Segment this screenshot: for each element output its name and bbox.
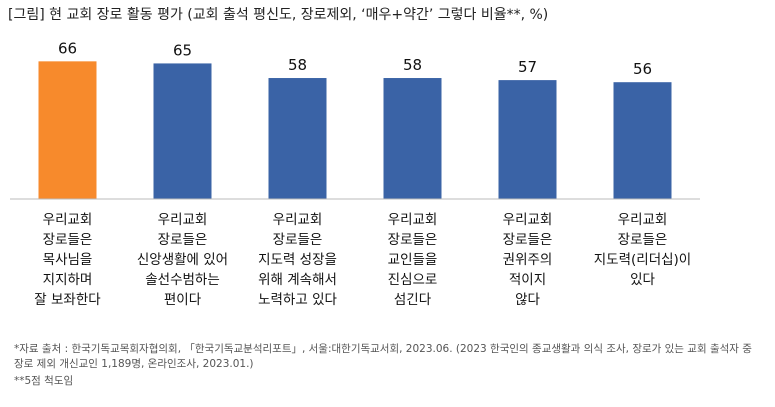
bar xyxy=(268,78,327,199)
x-tick-label: 우리교회 장로들은 지도력 성장을 위해 계속해서 노력하고 있다 xyxy=(258,212,337,308)
bar xyxy=(498,80,557,199)
bar xyxy=(38,61,97,199)
value-label: 57 xyxy=(518,58,537,76)
bar xyxy=(613,82,672,199)
value-label: 65 xyxy=(173,41,192,59)
x-tick-label: 우리교회 장로들은 교인들을 진심으로 섬긴다 xyxy=(387,212,438,308)
x-tick-label: 우리교회 장로들은 지도력(리더십)이 있다 xyxy=(593,212,692,288)
x-tick-label: 우리교회 장로들은 신앙생활에 있어 솔선수범하는 편이다 xyxy=(136,212,229,308)
scale-note: **5점 척도임 xyxy=(14,375,74,387)
value-label: 66 xyxy=(58,39,77,57)
chart-title: [그림] 현 교회 장로 활동 평가 (교회 출석 평신도, 장로제외, ‘매우… xyxy=(8,7,549,23)
bar xyxy=(383,78,442,199)
value-label: 56 xyxy=(633,60,652,78)
source-note: *자료 출처 : 한국기독교목회자협의회, 「한국기독교분석리포트」, 서울:대… xyxy=(14,343,752,370)
bar xyxy=(153,63,212,199)
value-label: 58 xyxy=(403,56,422,74)
value-label: 58 xyxy=(288,56,307,74)
x-tick-label: 우리교회 장로들은 권위주의 적이지 않다 xyxy=(502,212,553,308)
x-tick-label: 우리교회 장로들은 목사님을 지지하며 잘 보좌한다 xyxy=(34,212,101,308)
